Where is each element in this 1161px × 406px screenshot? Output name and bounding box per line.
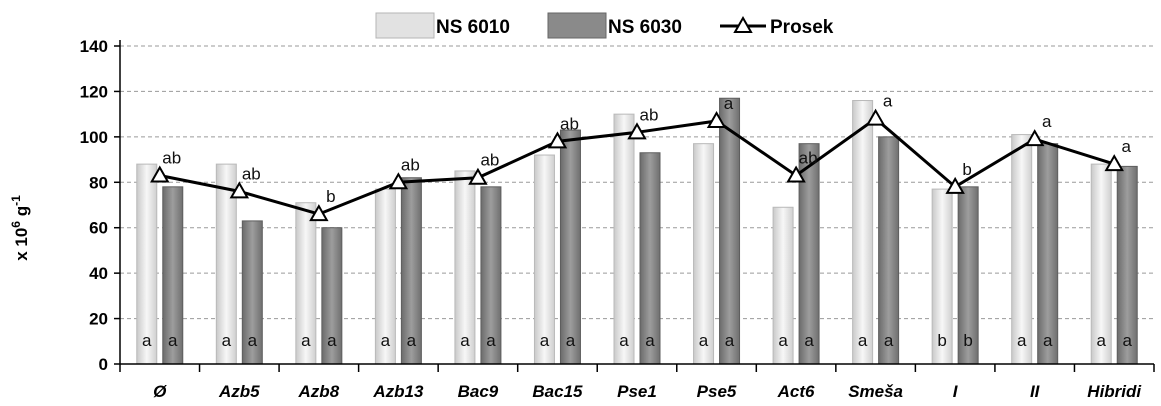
bar-significance-label: a bbox=[1017, 331, 1027, 350]
legend-swatch-ns6010 bbox=[376, 13, 434, 38]
y-tick-label: 20 bbox=[89, 310, 108, 329]
y-axis-label-sup2: -1 bbox=[9, 195, 23, 206]
y-tick-label: 40 bbox=[89, 264, 108, 283]
bar-significance-label: a bbox=[725, 331, 735, 350]
mean-significance-label: ab bbox=[162, 148, 181, 167]
mean-significance-label: ab bbox=[242, 164, 261, 183]
x-tick-label: I bbox=[953, 382, 959, 401]
y-tick-label: 100 bbox=[80, 128, 108, 147]
legend-swatch-ns6030 bbox=[548, 13, 606, 38]
bar-significance-label: a bbox=[884, 331, 894, 350]
bar-ns6030 bbox=[720, 98, 740, 364]
bar-ns6030 bbox=[879, 137, 899, 364]
y-axis-label-part: x 10 bbox=[12, 228, 31, 261]
bar-significance-label: b bbox=[937, 331, 946, 350]
bar-significance-label: a bbox=[619, 331, 629, 350]
bar-significance-label: a bbox=[804, 331, 814, 350]
legend-label-ns6030: NS 6030 bbox=[608, 17, 682, 38]
x-tick-label: Hibridi bbox=[1087, 382, 1142, 401]
y-axis-label: x 106 g-1 bbox=[9, 195, 31, 261]
gridlines bbox=[120, 46, 1154, 319]
bar-ns6030 bbox=[560, 130, 580, 364]
x-tick-label: Bac15 bbox=[532, 382, 583, 401]
mean-significance-label: a bbox=[883, 92, 893, 111]
y-tick-label: 80 bbox=[89, 173, 108, 192]
x-tick-label: II bbox=[1030, 382, 1041, 401]
bar-significance-label: a bbox=[566, 331, 576, 350]
x-tick-label: Ø bbox=[153, 382, 167, 401]
bar-significance-label: a bbox=[460, 331, 470, 350]
bar-significance-label: a bbox=[645, 331, 655, 350]
bar-significance-label: a bbox=[1122, 331, 1132, 350]
bar-ns6010 bbox=[614, 114, 634, 364]
bar-ns6010 bbox=[1012, 135, 1032, 364]
x-axis: Ø Azb5 Azb8 Azb13 Bac9 Bac15 Pse1 Pse5 Act6 Smeša… bbox=[120, 40, 1154, 401]
bar-significance-label: a bbox=[222, 331, 232, 350]
y-tick-label: 0 bbox=[99, 355, 108, 374]
x-tick-label: Pse5 bbox=[697, 382, 737, 401]
y-axis-ticks: 0 20 40 60 80 100 120 140 bbox=[80, 37, 120, 374]
y-tick-label: 140 bbox=[80, 37, 108, 56]
x-tick-label: Act6 bbox=[777, 382, 815, 401]
x-tick-label: Azb5 bbox=[218, 382, 260, 401]
legend-label-ns6010: NS 6010 bbox=[436, 17, 510, 38]
y-tick-label: 60 bbox=[89, 219, 108, 238]
mean-significance-label: a bbox=[1042, 112, 1052, 131]
bar-significance-label: a bbox=[407, 331, 417, 350]
bar-significance-label: a bbox=[778, 331, 788, 350]
bar-significance-label: a bbox=[1043, 331, 1053, 350]
bar-significance-label: a bbox=[540, 331, 550, 350]
bar-ns6010 bbox=[853, 101, 873, 364]
x-tick-label: Bac9 bbox=[458, 382, 499, 401]
y-tick-label: 120 bbox=[80, 82, 108, 101]
mean-significance-label: a bbox=[1121, 137, 1131, 156]
legend-label-prosek: Prosek bbox=[770, 17, 834, 38]
mean-significance-label: b bbox=[326, 187, 335, 206]
x-tick-label: Azb13 bbox=[372, 382, 424, 401]
bar-significance-label: a bbox=[168, 331, 178, 350]
bar-significance-label: a bbox=[301, 331, 311, 350]
x-tick-label: Smeša bbox=[848, 382, 903, 401]
mean-significance-label: a bbox=[724, 94, 734, 113]
mean-significance-label: ab bbox=[560, 114, 579, 133]
bar-significance-label: a bbox=[486, 331, 496, 350]
bar-significance-label: a bbox=[142, 331, 152, 350]
mean-significance-label: ab bbox=[480, 151, 499, 170]
bar-significance-label: a bbox=[327, 331, 337, 350]
bar-significance-label: b bbox=[963, 331, 972, 350]
bar-significance-label: a bbox=[248, 331, 258, 350]
mean-significance-label: ab bbox=[799, 148, 818, 167]
bar-significance-label: a bbox=[699, 331, 709, 350]
x-tick-label: Pse1 bbox=[617, 382, 657, 401]
bar-significance-label: a bbox=[858, 331, 868, 350]
y-axis-label-unit: g bbox=[12, 206, 31, 221]
mean-significance-label: ab bbox=[640, 105, 659, 124]
bar-significance-label: a bbox=[381, 331, 391, 350]
mean-significance-label: b bbox=[962, 160, 971, 179]
bar-significance-label: a bbox=[1096, 331, 1106, 350]
x-tick-label: Azb8 bbox=[298, 382, 340, 401]
legend: NS 6010 NS 6030 Prosek bbox=[376, 13, 834, 38]
mean-significance-label: ab bbox=[401, 155, 420, 174]
